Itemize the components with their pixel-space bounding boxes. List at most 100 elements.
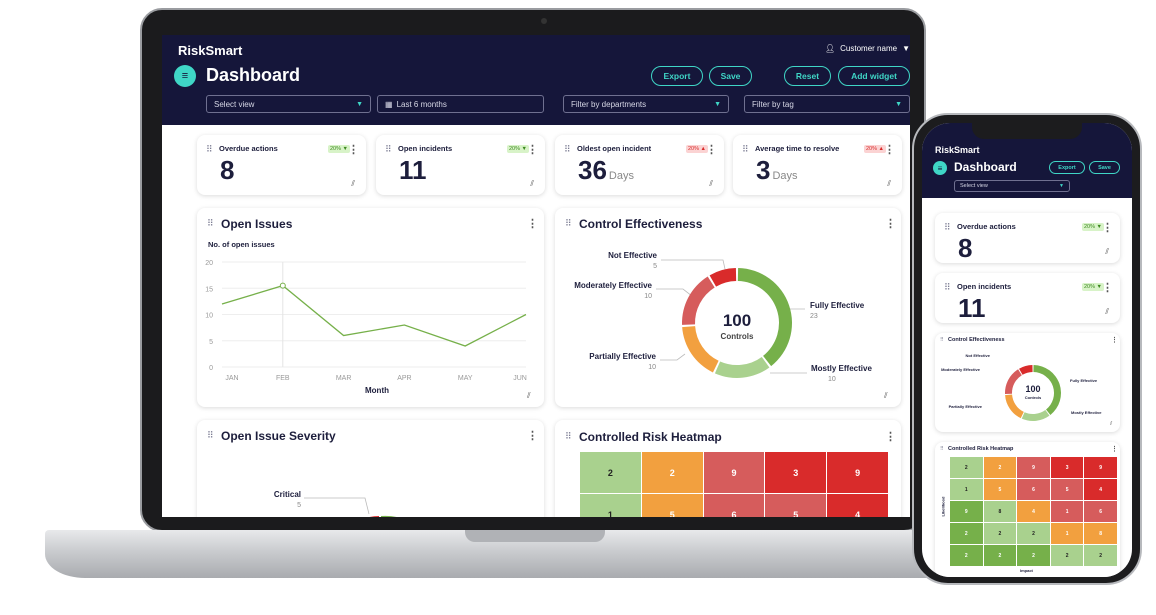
- heatmap-cell[interactable]: 6: [703, 494, 765, 517]
- resize-handle-icon[interactable]: ⫽: [351, 179, 355, 188]
- more-options-icon[interactable]: ⋮: [1102, 222, 1113, 234]
- x-tick-label: APR: [397, 375, 411, 382]
- resize-handle-icon[interactable]: ⫽: [1105, 307, 1109, 316]
- heatmap-cell[interactable]: 8: [1084, 523, 1117, 544]
- x-axis-label: Impact: [1020, 568, 1033, 573]
- heatmap-cell[interactable]: 1: [1050, 501, 1084, 522]
- drag-handle-icon[interactable]: ⠿: [385, 144, 392, 154]
- heatmap-cell[interactable]: 5: [983, 479, 1017, 500]
- heatmap-cell[interactable]: 1: [950, 479, 983, 500]
- kpi-card: ⠿ Average time to resolve 20% ▲ ⋮ 3 Days …: [733, 135, 902, 195]
- drag-handle-icon[interactable]: ⠿: [564, 144, 571, 154]
- heatmap-cell[interactable]: 9: [950, 501, 983, 522]
- widget-title: Control Effectiveness: [948, 337, 1005, 343]
- add-widget-button[interactable]: Add widget: [838, 66, 910, 86]
- resize-handle-icon[interactable]: ⫽: [1105, 247, 1109, 256]
- change-badge: 20% ▼: [328, 145, 350, 153]
- x-axis-label: Month: [365, 386, 389, 395]
- drag-handle-icon[interactable]: ⠿: [207, 430, 214, 440]
- widget-title: Open Issues: [221, 217, 293, 231]
- heatmap-cell[interactable]: 2: [950, 545, 983, 566]
- heatmap-cell[interactable]: 2: [641, 452, 703, 493]
- more-options-icon[interactable]: ⋮: [527, 430, 538, 442]
- drag-handle-icon[interactable]: ⠿: [940, 446, 944, 452]
- user-menu[interactable]: 👤︎ Customer name ▼: [825, 44, 910, 53]
- change-value: 20%: [330, 146, 342, 152]
- resize-handle-icon[interactable]: ⫽: [1110, 421, 1113, 427]
- kpi-value: 11: [399, 155, 427, 185]
- heatmap-cell[interactable]: 6: [1017, 479, 1050, 500]
- drag-handle-icon[interactable]: ⠿: [742, 144, 749, 154]
- tag-filter-dropdown[interactable]: Filter by tag ▼: [744, 95, 910, 113]
- y-tick-label: 0: [209, 365, 213, 372]
- department-filter-dropdown[interactable]: Filter by departments ▼: [563, 95, 729, 113]
- widget-title: Controlled Risk Heatmap: [948, 446, 1014, 452]
- select-view-value: Select view: [960, 183, 988, 189]
- more-options-icon[interactable]: ⋮: [1102, 282, 1113, 294]
- more-options-icon[interactable]: ⋮: [706, 144, 717, 156]
- heatmap-cell[interactable]: 5: [1050, 479, 1084, 500]
- heatmap-cell[interactable]: 2: [1084, 545, 1117, 566]
- heatmap-cell[interactable]: 4: [1084, 479, 1117, 500]
- heatmap-cell[interactable]: 1: [1050, 523, 1084, 544]
- heatmap-cell[interactable]: 2: [1017, 523, 1050, 544]
- heatmap-cell[interactable]: 9: [1084, 457, 1117, 478]
- select-view-dropdown[interactable]: Select view ▼: [954, 180, 1070, 192]
- heatmap-cell[interactable]: 8: [983, 501, 1017, 522]
- heatmap-cell[interactable]: 9: [827, 452, 888, 493]
- date-range-picker[interactable]: ▦ Last 6 months: [377, 95, 544, 113]
- more-options-icon[interactable]: ⋮: [527, 144, 538, 156]
- export-button[interactable]: Export: [1049, 161, 1085, 174]
- donut-slice: [714, 356, 770, 378]
- select-view-dropdown[interactable]: Select view ▼: [206, 95, 371, 113]
- heatmap-cell[interactable]: 5: [765, 494, 827, 517]
- heatmap-cell[interactable]: 2: [950, 457, 983, 478]
- resize-handle-icon[interactable]: ⫽: [884, 391, 888, 400]
- heatmap-cell[interactable]: 4: [827, 494, 888, 517]
- save-button[interactable]: Save: [1089, 161, 1120, 174]
- menu-button[interactable]: ≡: [933, 161, 947, 175]
- resize-handle-icon[interactable]: ⫽: [530, 179, 534, 188]
- donut-slice: [1019, 365, 1033, 375]
- heatmap-cell[interactable]: 1: [580, 494, 641, 517]
- resize-handle-icon[interactable]: ⫽: [887, 179, 891, 188]
- drag-handle-icon[interactable]: ⠿: [944, 282, 951, 292]
- select-view-value: Select view: [214, 99, 255, 109]
- more-options-icon[interactable]: ⋮: [1111, 446, 1118, 453]
- heatmap-cell[interactable]: 9: [703, 452, 765, 493]
- heatmap-cell[interactable]: 2: [983, 523, 1017, 544]
- drag-handle-icon[interactable]: ⠿: [206, 144, 213, 154]
- more-options-icon[interactable]: ⋮: [885, 431, 896, 443]
- drag-handle-icon[interactable]: ⠿: [565, 218, 572, 228]
- heatmap-cell[interactable]: 3: [1050, 457, 1084, 478]
- resize-handle-icon[interactable]: ⫽: [527, 391, 531, 400]
- heatmap-cell[interactable]: 2: [580, 452, 641, 493]
- export-button[interactable]: Export: [651, 66, 703, 86]
- more-options-icon[interactable]: ⋮: [348, 144, 359, 156]
- drag-handle-icon[interactable]: ⠿: [944, 222, 951, 232]
- heatmap-cell[interactable]: 3: [765, 452, 827, 493]
- drag-handle-icon[interactable]: ⠿: [207, 218, 214, 228]
- heatmap-cell[interactable]: 9: [1017, 457, 1050, 478]
- change-value: 20%: [688, 146, 700, 152]
- menu-button[interactable]: ≡: [174, 65, 196, 87]
- heatmap-cell[interactable]: 2: [1017, 545, 1050, 566]
- more-options-icon[interactable]: ⋮: [885, 218, 896, 230]
- drag-handle-icon[interactable]: ⠿: [940, 337, 944, 343]
- more-options-icon[interactable]: ⋮: [1111, 337, 1118, 344]
- heatmap-cell[interactable]: 2: [950, 523, 983, 544]
- heatmap-cell[interactable]: 4: [1017, 501, 1050, 522]
- open-issue-severity-widget: ⠿ Open Issue Severity ⋮ Critical 5: [197, 420, 544, 517]
- heatmap-cell[interactable]: 2: [1050, 545, 1084, 566]
- more-options-icon[interactable]: ⋮: [884, 144, 895, 156]
- heatmap-cell[interactable]: 5: [641, 494, 703, 517]
- heatmap-cell[interactable]: 6: [1084, 501, 1117, 522]
- resize-handle-icon[interactable]: ⫽: [709, 179, 713, 188]
- save-button[interactable]: Save: [709, 66, 752, 86]
- drag-handle-icon[interactable]: ⠿: [565, 431, 572, 441]
- more-options-icon[interactable]: ⋮: [527, 218, 538, 230]
- heatmap-cell[interactable]: 2: [983, 545, 1017, 566]
- heatmap-cell[interactable]: 2: [983, 457, 1017, 478]
- reset-button[interactable]: Reset: [784, 66, 831, 86]
